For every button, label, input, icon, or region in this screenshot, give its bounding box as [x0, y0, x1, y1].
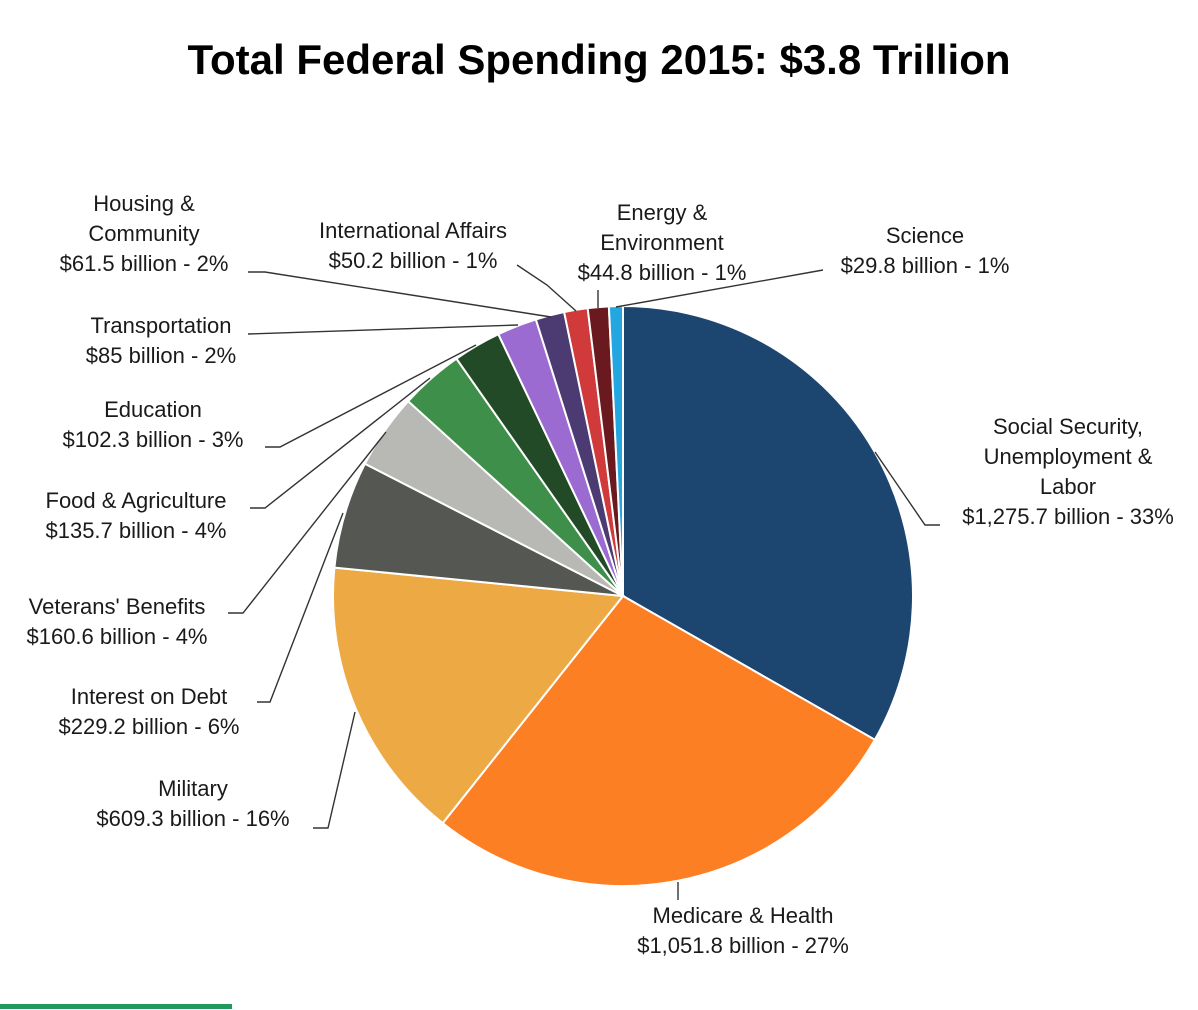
label-education-value: $102.3 billion - 3% [62, 427, 244, 452]
label-housing-line1: Housing & [93, 191, 195, 216]
label-housing-value: $61.5 billion - 2% [59, 251, 229, 276]
label-military-name: Military [158, 776, 228, 801]
label-international-name: International Affairs [319, 218, 507, 243]
leader-line-transportation [247, 324, 519, 335]
pie-slice-military [331, 566, 625, 825]
accent-bar [0, 1004, 232, 1009]
label-science: Science $29.8 billion - 1% [818, 221, 1032, 281]
label-interest-value: $229.2 billion - 6% [58, 714, 240, 739]
label-military-value: $609.3 billion - 16% [96, 806, 290, 831]
label-social-security-line2: Unemployment & [983, 444, 1153, 469]
label-international: International Affairs $50.2 billion - 1% [292, 216, 534, 276]
label-social-security-line3: Labor [1039, 474, 1097, 499]
label-veterans-name: Veterans' Benefits [28, 594, 206, 619]
leader-line-housing [248, 271, 552, 318]
label-military: Military $609.3 billion - 16% [70, 774, 316, 834]
leader-line-international [516, 264, 577, 312]
leader-line-military [313, 711, 356, 829]
pie-slice-medicare-health [441, 594, 877, 888]
label-medicare: Medicare & Health $1,051.8 billion - 27% [600, 901, 886, 961]
label-social-security-value: $1,275.7 billion - 33% [962, 504, 1174, 529]
label-veterans: Veterans' Benefits $160.6 billion - 4% [4, 592, 230, 652]
label-veterans-value: $160.6 billion - 4% [26, 624, 208, 649]
label-transportation: Transportation $85 billion - 2% [60, 311, 262, 371]
label-transportation-value: $85 billion - 2% [85, 343, 237, 368]
label-education-name: Education [104, 397, 202, 422]
leader-line-food [250, 377, 431, 509]
label-food-name: Food & Agriculture [45, 488, 227, 513]
chart-title: Total Federal Spending 2015: $3.8 Trilli… [187, 36, 1011, 83]
label-transportation-name: Transportation [90, 313, 232, 338]
pie-slice-social-security-unemployment-labor [622, 304, 914, 742]
leader-line-science [615, 269, 824, 308]
label-energy-value: $44.8 billion - 1% [577, 260, 747, 285]
label-international-value: $50.2 billion - 1% [328, 248, 498, 273]
label-interest-name: Interest on Debt [70, 684, 228, 709]
label-energy: Energy & Environment $44.8 billion - 1% [552, 198, 772, 288]
label-science-value: $29.8 billion - 1% [840, 253, 1010, 278]
leader-line-interest [257, 512, 344, 703]
label-energy-line2: Environment [600, 230, 724, 255]
label-interest: Interest on Debt $229.2 billion - 6% [32, 682, 266, 742]
label-science-name: Science [885, 223, 965, 248]
label-energy-line1: Energy & [616, 200, 708, 225]
label-housing: Housing & Community $61.5 billion - 2% [36, 189, 252, 279]
label-medicare-value: $1,051.8 billion - 27% [637, 933, 849, 958]
leader-line-education [265, 344, 477, 448]
label-food-value: $135.7 billion - 4% [45, 518, 227, 543]
label-housing-line2: Community [88, 221, 200, 246]
label-social-security-line1: Social Security, [993, 414, 1143, 439]
label-education: Education $102.3 billion - 3% [40, 395, 266, 455]
leader-line-veterans [228, 431, 387, 614]
label-food: Food & Agriculture $135.7 billion - 4% [18, 486, 254, 546]
label-social-security: Social Security, Unemployment & Labor $1… [942, 412, 1194, 532]
label-medicare-name: Medicare & Health [652, 903, 834, 928]
leader-line-social-security [874, 451, 940, 526]
